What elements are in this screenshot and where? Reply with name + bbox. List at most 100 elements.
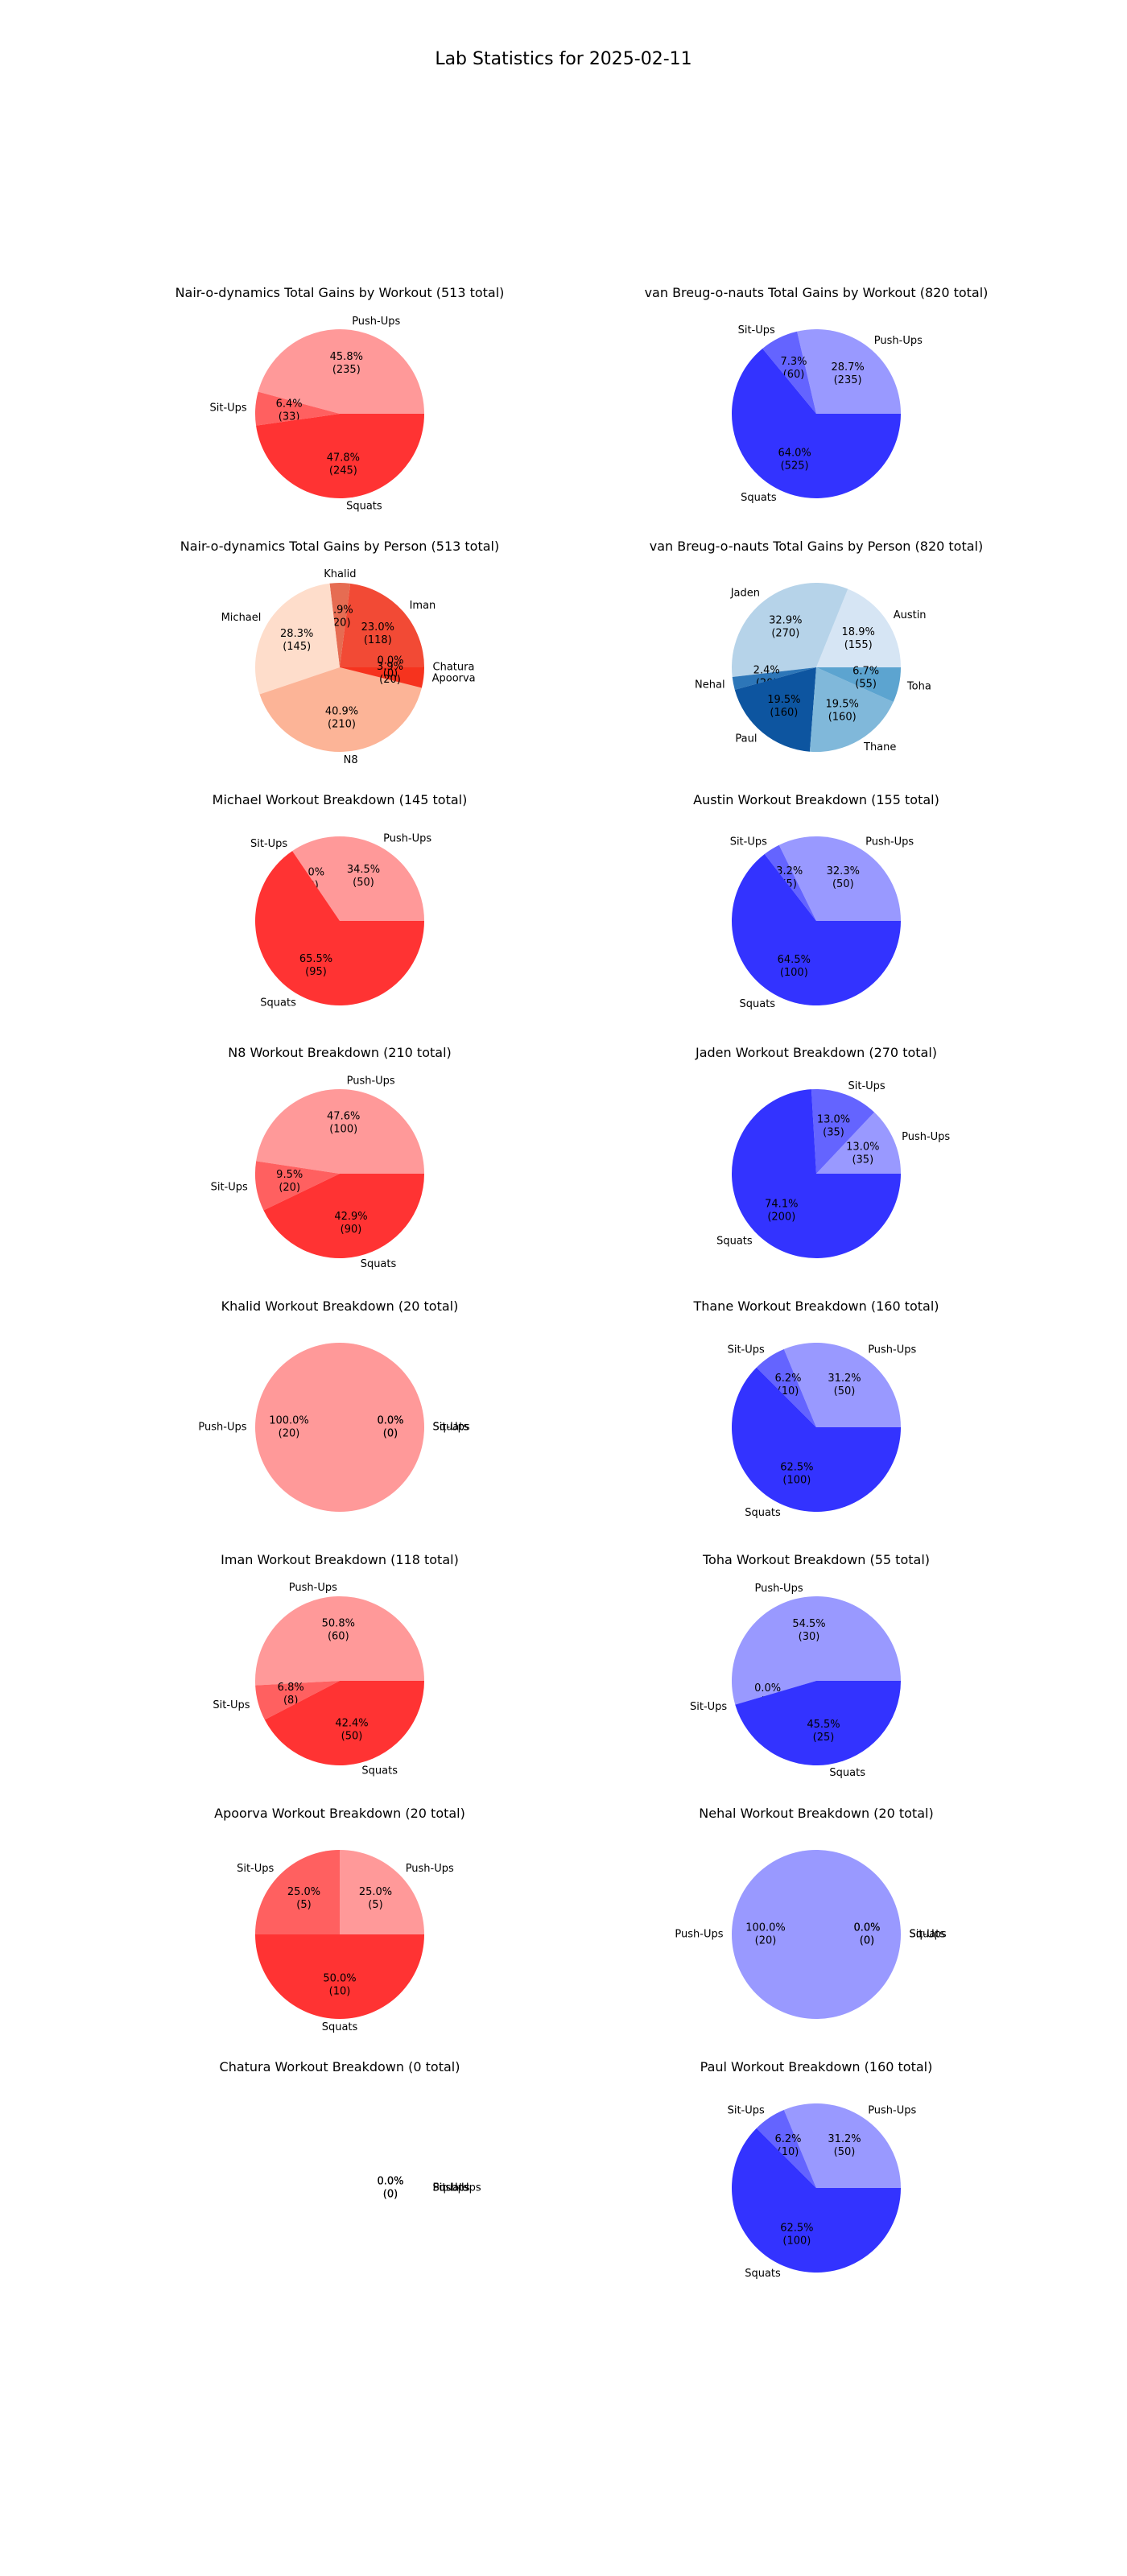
slice-percent-label: 100.0% — [745, 1922, 786, 1934]
slice-label: Sit-Ups — [738, 324, 775, 336]
slice-count-label: (95) — [305, 966, 327, 978]
slice-label: Push-Ups — [755, 1583, 803, 1595]
chart-title: Apoorva Workout Breakdown (20 total) — [214, 1806, 465, 1821]
pie-chart: Paul Workout Breakdown (160 total) Push-U… — [700, 2059, 933, 2280]
slice-count-label: (160) — [770, 707, 798, 719]
chart-title: N8 Workout Breakdown (210 total) — [228, 1045, 452, 1060]
slice-percent-label: 2.4% — [753, 665, 780, 677]
slice-percent-label: 28.7% — [831, 361, 864, 374]
slice-percent-label: 0.0% — [377, 655, 403, 667]
slice-count-label: (0) — [383, 2189, 398, 2201]
slice-label: Push-Ups — [289, 1582, 337, 1594]
slice-label: Sit-Ups — [237, 1863, 274, 1875]
pie-slice-squats — [732, 348, 901, 498]
slice-count-label: (20) — [755, 1935, 777, 1947]
slice-count-label: (60) — [783, 369, 805, 381]
slice-percent-label: 42.9% — [334, 1211, 367, 1223]
pie-slice-michael — [255, 583, 340, 695]
chart-title: Jaden Workout Breakdown (270 total) — [695, 1045, 937, 1060]
slice-percent-label: 6.8% — [278, 1682, 304, 1694]
slice-count-label: (100) — [780, 967, 808, 979]
pie-slice-jaden — [731, 582, 848, 678]
chart-title: Thane Workout Breakdown (160 total) — [692, 1298, 939, 1314]
chart-title: Chatura Workout Breakdown (0 total) — [220, 2059, 460, 2074]
chart-title: Nehal Workout Breakdown (20 total) — [699, 1806, 933, 1821]
slice-label: Sit-Ups — [848, 1080, 886, 1092]
slice-percent-label: 54.5% — [792, 1618, 825, 1630]
slice-percent-label: 64.0% — [778, 448, 811, 460]
slice-percent-label: 28.3% — [280, 628, 313, 640]
slice-count-label: (160) — [828, 712, 857, 724]
slice-percent-label: 6.7% — [852, 666, 879, 678]
slice-percent-label: 0.0% — [377, 2176, 403, 2188]
slice-label: Apoorva — [432, 673, 476, 685]
slice-percent-label: 0.0% — [754, 1682, 781, 1695]
pie-slice-push-ups — [255, 1343, 424, 1512]
slice-count-label: (10) — [329, 1986, 351, 1998]
slice-count-label: (100) — [329, 1124, 357, 1136]
slice-label: Squats — [745, 1507, 781, 1519]
slice-count-label: (118) — [364, 634, 392, 646]
pie-slice-apoorva — [340, 667, 424, 688]
slice-label: Push-Ups — [902, 1131, 950, 1143]
slice-percent-label: 0.0% — [853, 1922, 880, 1934]
pie-slice-thane — [809, 667, 894, 752]
slice-label: Sit-Ups — [211, 1182, 248, 1194]
pie-chart: N8 Workout Breakdown (210 total) Push-Ups… — [211, 1045, 452, 1270]
pie-slice-sit-ups — [756, 1348, 816, 1427]
slice-label: Thane — [863, 741, 896, 753]
slice-percent-label: 3.9% — [327, 605, 353, 617]
slice-label: Sit-Ups — [728, 1344, 765, 1356]
pie-slice-push-ups — [797, 328, 901, 414]
slice-label: Chatura — [433, 662, 475, 674]
slice-label: Sit-Ups — [250, 838, 287, 850]
slice-count-label: (235) — [332, 364, 361, 376]
slice-count-label: (20) — [379, 674, 401, 686]
slice-percent-label: 65.5% — [299, 953, 332, 965]
slice-percent-label: 7.3% — [780, 356, 807, 368]
slice-count-label: (20) — [279, 1428, 300, 1440]
slice-count-label: (270) — [771, 627, 799, 639]
slice-label: Push-Ups — [198, 1422, 246, 1434]
slice-count-label: (5) — [296, 1899, 311, 1911]
slice-label: Paul — [735, 733, 757, 745]
figure-title: Lab Statistics for 2025-02-11 — [435, 49, 691, 69]
slice-count-label: (90) — [341, 1224, 362, 1236]
slice-label: Austin — [894, 609, 927, 621]
slice-label: Push-Ups — [675, 1929, 723, 1941]
chart-title: Nair-o-dynamics Total Gains by Person (5… — [180, 539, 499, 554]
slice-percent-label: 50.8% — [322, 1618, 355, 1630]
slice-label: Sit-Ups — [690, 1701, 727, 1713]
pie-slice-push-ups — [340, 1850, 424, 1934]
pie-slice-push-ups — [783, 1342, 901, 1427]
slice-label: Squats — [361, 1258, 397, 1270]
slice-label: Squats — [260, 997, 296, 1009]
pie-slice-n8 — [259, 667, 422, 753]
slice-percent-label: 45.8% — [330, 351, 363, 363]
slice-count-label: (60) — [328, 1631, 349, 1643]
slice-count-label: (0) — [383, 668, 398, 680]
pie-slice-toha — [816, 667, 901, 702]
pie-slice-squats — [256, 414, 424, 498]
pie-slice-squats — [732, 1367, 901, 1512]
slice-count-label: (0) — [383, 1428, 398, 1440]
slice-count-label: (0) — [383, 2189, 398, 2201]
pie-slice-push-ups — [732, 1596, 901, 1705]
slice-percent-label: 25.0% — [287, 1886, 320, 1898]
slice-label: Squats — [433, 2182, 469, 2194]
slice-label: Sit-Ups — [728, 2105, 765, 2117]
pie-slice-sit-ups — [762, 331, 816, 414]
slice-count-label: (55) — [855, 679, 877, 691]
chart-title: Toha Workout Breakdown (55 total) — [702, 1552, 930, 1567]
slice-percent-label: 3.9% — [377, 661, 403, 673]
slice-label: Michael — [221, 612, 262, 624]
slice-label: Sit-Ups — [730, 836, 767, 848]
pie-slice-push-ups — [732, 1850, 901, 2019]
pie-slice-sit-ups — [254, 1161, 340, 1211]
slice-label: Squats — [910, 1929, 946, 1941]
slice-percent-label: 47.8% — [327, 452, 360, 464]
chart-title: Paul Workout Breakdown (160 total) — [700, 2059, 933, 2074]
slice-count-label: (8) — [283, 1695, 298, 1707]
slice-label: Push-Ups — [433, 2182, 481, 2194]
slice-label: Squats — [740, 998, 776, 1010]
